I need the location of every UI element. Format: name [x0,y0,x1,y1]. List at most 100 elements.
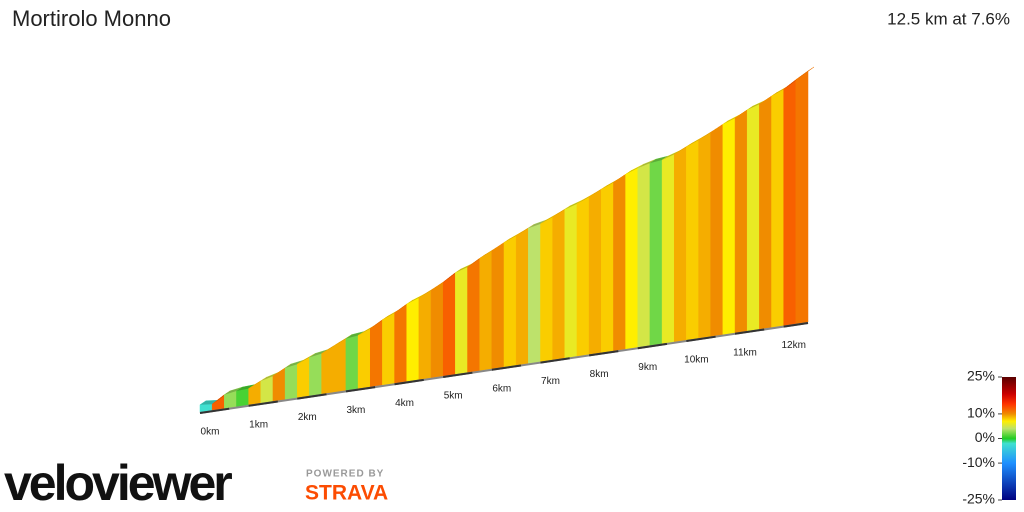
segment-top-shade [625,164,644,175]
x-tick-label: 0km [201,427,220,438]
x-tick-label: 8km [590,369,609,380]
x-tick [734,328,765,335]
segment [479,250,493,371]
segment [406,297,420,382]
x-tick-label: 6km [492,383,511,394]
segment-top-shade [564,199,583,210]
segment [442,272,456,377]
segment-top-shade [528,219,547,229]
colorbar-tick-label: 0% [975,429,995,445]
x-tick [297,393,327,400]
x-tick-label: 11km [733,347,757,358]
segment [515,227,529,366]
segment-top-shade [285,360,304,368]
x-tick-label: 10km [684,355,708,366]
segment [637,162,651,348]
segment [734,109,748,334]
segment [722,117,736,335]
segment [710,123,724,337]
x-tick [686,335,716,342]
x-tick-label: 2km [298,412,317,423]
segment [491,242,505,370]
colorbar-tick-label: 10% [967,405,995,421]
segment-top-shade [662,150,681,161]
chart-subtitle: 12.5 km at 7.6% [887,9,1010,28]
x-tick-label: 5km [444,391,463,402]
segment [540,216,553,362]
colorbar [1002,377,1016,500]
x-tick [443,371,473,378]
segment [771,88,784,328]
segment [759,95,772,330]
segment [698,132,711,339]
segment-top-shade [455,263,474,273]
segment [601,182,614,353]
x-tick-label: 4km [395,398,414,409]
segment [661,154,675,344]
segment-top-shade [576,192,596,204]
segment [588,188,602,355]
segment-top-shade [504,231,523,243]
segment [552,209,566,361]
x-tick [588,350,619,357]
x-tick [783,322,809,328]
segment [455,266,468,375]
segment-top-shade [795,67,814,80]
segment [528,223,541,364]
x-tick [248,400,278,407]
segment-top-shade [297,353,316,365]
colorbar-tick-label: -10% [962,454,995,470]
segment-top-shade [722,114,742,125]
segment-top-shade [686,136,705,147]
x-tick-label: 1km [249,419,268,430]
segment [686,139,699,341]
segment [357,328,371,389]
segment [418,289,432,380]
x-tick [540,357,570,364]
segment [430,281,444,379]
strava: STRAVA [305,482,388,505]
segment [321,345,335,395]
x-tick-label: 9km [638,362,657,373]
segment [236,388,249,407]
x-tick-label: 12km [781,340,805,351]
segment-top [795,66,815,81]
powered-by: POWERED BY [306,469,384,480]
segment [503,235,517,368]
x-tick-label: 7km [541,376,560,387]
segment [369,319,383,388]
segment [576,196,590,357]
segment-top-shade [260,372,279,382]
colorbar-tick-label: -25% [962,491,995,507]
segment [564,203,578,359]
segment [272,367,286,402]
segment [673,146,687,343]
logo: veloviewer [4,455,232,511]
segment-top-shade [224,387,243,395]
segment-top-shade [200,400,219,405]
segment [783,79,797,326]
segment-top-shade [309,349,328,358]
segment [613,173,626,352]
segment-top-shade [747,100,766,110]
segment [345,335,359,391]
x-tick [345,386,376,393]
segment-top-shade [236,384,255,392]
segment-top-shade [637,159,656,169]
segment [467,257,480,373]
segment [625,167,639,350]
x-tick [199,407,230,414]
segment [382,312,395,386]
segment [284,363,298,400]
colorbar-tick-label: 25% [967,368,995,384]
segment [333,338,347,393]
segment [309,353,322,397]
chart-title: Mortirolo Monno [12,6,171,31]
segment-top-shade [406,293,425,305]
segment [394,303,407,384]
segment-top-shade [649,156,669,164]
x-tick [394,378,424,386]
segment [746,103,760,332]
x-tick [637,342,668,350]
